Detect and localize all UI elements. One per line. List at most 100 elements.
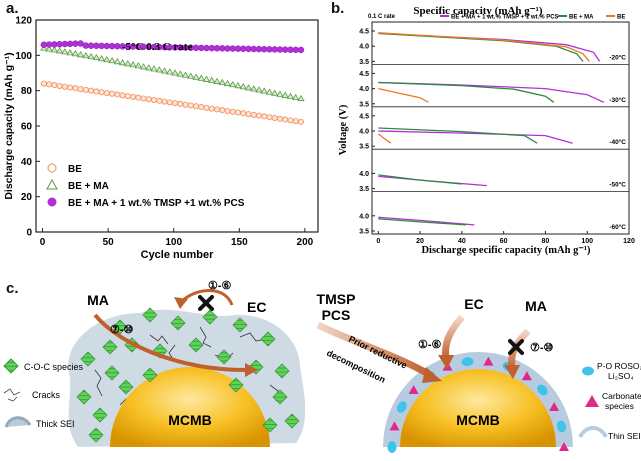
chart-b-ytick-label: 4.0 [359, 86, 369, 93]
ec-route-left: ①-⑥ [208, 280, 232, 292]
blocked-x-icon-left [198, 295, 214, 311]
chart-a-point-be [140, 95, 147, 102]
chart-b-series-line [377, 133, 392, 144]
chart-b-ylabel: Voltage (V) [338, 104, 349, 155]
chart-a-point-be-ma [118, 59, 127, 66]
c-o-c-species-icon [3, 358, 19, 374]
legend-marker-tmsp [47, 197, 57, 207]
chart-b: Specific capacity (mAh g⁻¹) 0.1 C rate B… [338, 5, 635, 256]
legend-thin-label: Thin SEI [608, 431, 641, 441]
c-o-c-diamond [104, 365, 120, 381]
c-o-c-diamond [216, 349, 232, 365]
chart-a-point-be [193, 103, 200, 110]
c-o-c-diamond [272, 389, 288, 405]
ec-arrow-right [442, 314, 465, 360]
chart-a-point-be-ma [276, 90, 284, 97]
chart-a-point-be-ma [113, 58, 122, 65]
chart-b-temp-label: -60°C [609, 223, 626, 231]
chart-b-temp-label: -40°C [609, 138, 626, 146]
legend-marker-be-ma [46, 178, 58, 190]
c-o-c-diamond [202, 309, 218, 325]
pcs-label: PCS [322, 307, 351, 323]
chart-b-ytick-label: 4.5 [359, 113, 369, 120]
chart-b-temp-label: -50°C [609, 181, 626, 189]
chart-a-point-be [297, 118, 304, 125]
chart-a-point-be [250, 111, 257, 118]
chart-b-xtick-label: 80 [542, 238, 550, 245]
chart-a-point-be-ma [202, 75, 211, 82]
p-o-species-ellipse [396, 401, 407, 413]
chart-a-point-be [114, 91, 121, 98]
chart-b-legend-label: BE + MA + 1 wt.% TMSP + 1 wt.% PCS [451, 15, 559, 21]
panel-b-letter: b. [331, 0, 345, 17]
panel-a-letter: a. [6, 0, 19, 17]
chart-a-point-be [240, 110, 247, 117]
chart-a-point-be-ma [239, 83, 247, 90]
chart-b-legend: BE + MA + 1 wt.% TMSP + 1 wt.% PCS BE + M… [440, 15, 625, 21]
chart-b-series-line [378, 218, 467, 226]
ma-arrowhead-left [245, 363, 258, 377]
chart-a-point-be-ma [265, 88, 274, 95]
chart-a-xlabel: Cycle number [141, 249, 214, 261]
right-legend: P-O ROSO₂Li Li₂SO₄ Carbonate species Thi… [578, 361, 641, 441]
c-o-c-diamond [142, 367, 158, 383]
cracks-icon [3, 388, 21, 402]
chart-a-point-be-ma [61, 48, 69, 55]
chart-a-point-be-ma [176, 70, 184, 77]
chart-a-point-be [109, 90, 116, 97]
chart-a-point-be [261, 113, 268, 120]
chart-a-point-be-ma [76, 51, 85, 58]
ma-route-left: ⑦-⑩ [110, 324, 134, 336]
tmsp-label: TMSP [317, 291, 356, 307]
chart-a-point-be [276, 115, 283, 122]
legend-label: BE + MA [68, 181, 109, 192]
chart-a-point-be [234, 109, 241, 116]
chart-a-ytick-label: 80 [21, 86, 33, 97]
chart-a-point-be [130, 93, 137, 100]
c-o-c-diamond [232, 317, 248, 333]
chart-b-ytick-label: 3.5 [359, 186, 369, 193]
chart-b-series-line [378, 87, 429, 103]
chart-a-point-be-ma [223, 79, 232, 87]
chart-a-point-be [98, 89, 105, 96]
chart-b-series-line [378, 127, 538, 144]
c-o-c-diamond [88, 427, 104, 443]
chart-a-point-be [245, 111, 252, 118]
legend-label: BE + MA + 1 wt.% TMSP +1 wt.% PCS [68, 198, 245, 209]
c-o-c-diamond [118, 379, 134, 395]
chart-b-ytick-label: 4.0 [359, 213, 369, 220]
p-o-species-ellipse [461, 357, 474, 367]
chart-a-point-be [51, 82, 58, 89]
carbonate-species-icon [585, 395, 599, 407]
carbonate-triangle [549, 402, 560, 412]
c-o-c-diamond [274, 363, 290, 379]
chart-a-point-be-ma [260, 87, 268, 94]
chart-b-ytick-label: 3.5 [359, 229, 369, 236]
chart-a-point-be-ma [55, 47, 64, 54]
chart-a-point-be [172, 100, 179, 107]
chart-b-ytick-label: 4.0 [359, 129, 369, 136]
chart-a-point-be-ma [66, 49, 74, 56]
chart-a-point-be [224, 107, 231, 114]
c-o-c-diamond [262, 417, 278, 433]
legend-carbonate-label-2: species [605, 401, 634, 411]
chart-a-point-be [124, 93, 131, 100]
chart-a-point-be-ma [124, 60, 132, 67]
c-o-c-diamond [142, 307, 158, 323]
chart-b-xtick-label: 20 [416, 238, 424, 245]
chart-a-point-be-ma [155, 66, 163, 73]
p-o-species-ellipse [387, 441, 397, 453]
c-o-c-diamond [260, 331, 276, 347]
chart-b-ytick-label: 4.0 [359, 44, 369, 51]
chart-a-point-be-ma [286, 92, 295, 99]
chart-b-temp-label: -30°C [609, 96, 626, 104]
chart-b-ytick-label: 3.5 [359, 144, 369, 151]
chart-a-point-be [67, 84, 74, 91]
chart-a-point-be [93, 88, 100, 95]
chart-a-point-be [292, 118, 299, 125]
chart-b-ytick-label: 3.5 [359, 59, 369, 66]
p-o-species-icon [582, 366, 594, 376]
chart-a-point-be-ma [218, 78, 226, 86]
chart-a-point-be [182, 101, 189, 108]
legend-label: BE [68, 164, 82, 175]
